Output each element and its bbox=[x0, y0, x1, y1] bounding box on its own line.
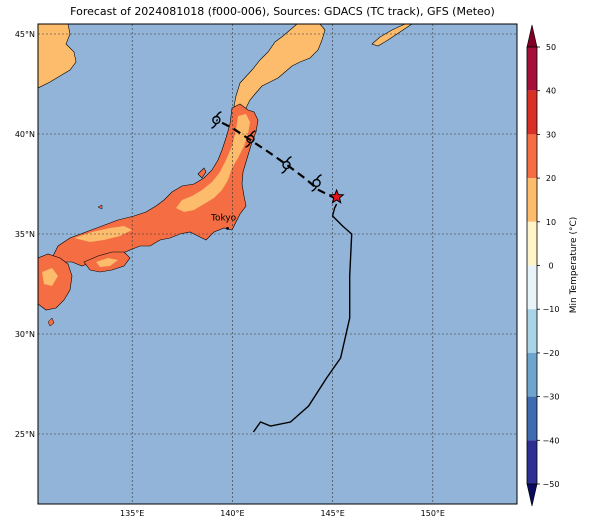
colorbar-band bbox=[527, 178, 537, 222]
storm-symbols bbox=[211, 111, 322, 192]
typhoon-icon bbox=[211, 111, 222, 129]
colorbar-band bbox=[527, 309, 537, 353]
colorbar-tick-label: −20 bbox=[543, 349, 560, 358]
current-position-star-icon bbox=[328, 188, 345, 204]
colorbar-tick-label: −10 bbox=[543, 305, 560, 314]
lat-tick-label: 30°N bbox=[15, 330, 35, 339]
tokyo-label: Tokyo bbox=[210, 213, 237, 223]
land-hokkaido bbox=[233, 24, 326, 113]
colorbar-band bbox=[527, 265, 537, 310]
city-marker: Tokyo bbox=[210, 213, 237, 230]
colorbar-max-extend bbox=[526, 24, 538, 48]
colorbar-label: Min Temperature (°C) bbox=[569, 217, 579, 314]
colorbar-band bbox=[527, 221, 537, 266]
colorbar-band bbox=[527, 396, 537, 441]
colorbar-tick-label: 30 bbox=[546, 130, 556, 139]
land-mainland bbox=[38, 24, 77, 89]
lon-tick-label: 150°E bbox=[421, 509, 445, 518]
map-panel: Tokyo 135°E 140°E 145°E 150°E 25°N 30°N 35°N 4… bbox=[15, 23, 518, 518]
land-kuril bbox=[371, 24, 413, 47]
colorbar-band bbox=[527, 134, 537, 179]
land-islets bbox=[47, 204, 103, 327]
lon-tick-label: 140°E bbox=[220, 509, 244, 518]
land-shikoku-cool bbox=[96, 258, 118, 267]
typhoon-icon bbox=[311, 174, 322, 192]
colorbar-tick-label: 50 bbox=[546, 43, 556, 52]
longitude-ticks: 135°E 140°E 145°E 150°E bbox=[120, 509, 445, 518]
lat-tick-label: 40°N bbox=[15, 130, 35, 139]
graticule bbox=[38, 24, 517, 504]
map-title: Forecast of 2024081018 (f000-006), Sourc… bbox=[70, 5, 495, 18]
land-kyushu-cool bbox=[42, 268, 58, 286]
lon-tick-label: 135°E bbox=[120, 509, 144, 518]
land-kyushu bbox=[38, 253, 73, 311]
land-honshu bbox=[51, 103, 259, 267]
colorbar-tick-label: −30 bbox=[543, 393, 560, 402]
colorbar-band bbox=[527, 440, 537, 484]
tokyo-dot bbox=[226, 227, 229, 230]
colorbar-tick-label: −40 bbox=[543, 436, 560, 445]
colorbar: 50 40 30 20 10 0 −10 −20 −30 −40 −50 bbox=[526, 24, 560, 507]
typhoon-icon bbox=[245, 130, 256, 148]
colorbar-tick-label: 0 bbox=[548, 262, 553, 271]
colorbar-tick-label: −50 bbox=[543, 480, 560, 489]
lat-tick-label: 35°N bbox=[15, 230, 35, 239]
latitude-ticks: 25°N 30°N 35°N 40°N 45°N bbox=[15, 30, 35, 439]
colorbar-band bbox=[527, 352, 537, 397]
colorbar-min-extend bbox=[526, 483, 538, 507]
colorbar-tick-label: 20 bbox=[546, 174, 556, 183]
colorbar-tick-label: 10 bbox=[546, 218, 556, 227]
typhoon-icon bbox=[281, 156, 292, 174]
lon-tick-label: 145°E bbox=[320, 509, 344, 518]
past-track-line bbox=[252, 203, 353, 433]
lat-tick-label: 45°N bbox=[15, 30, 35, 39]
lat-tick-label: 25°N bbox=[15, 430, 35, 439]
colorbar-band bbox=[527, 90, 537, 135]
colorbar-band bbox=[527, 47, 537, 91]
forecast-track-line bbox=[215, 119, 338, 200]
map-frame bbox=[37, 23, 518, 505]
land-honshu-interior bbox=[176, 114, 250, 212]
colorbar-tick-label: 40 bbox=[546, 87, 556, 96]
land-sado bbox=[197, 167, 207, 179]
